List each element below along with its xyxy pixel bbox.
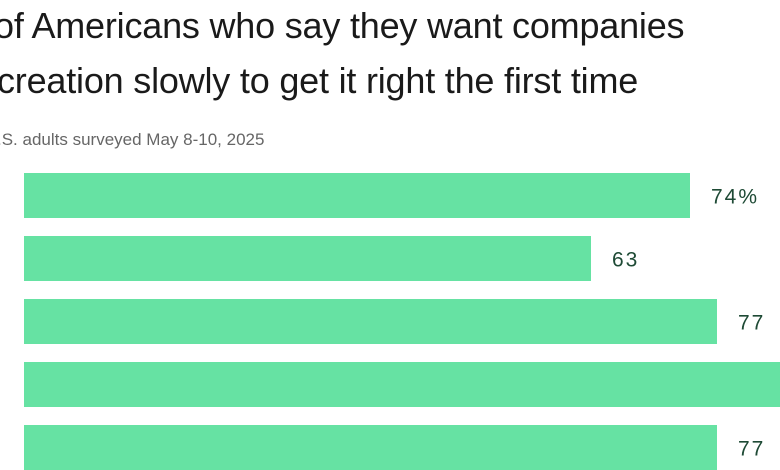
bar-1 xyxy=(24,173,690,218)
chart-subtitle: .S. adults surveyed May 8-10, 2025 xyxy=(0,130,265,149)
bar-2-value-label: 63 xyxy=(612,249,639,272)
chart-title-line-1: of Americans who say they want companies xyxy=(0,5,685,46)
bar-3-value-label: 77 xyxy=(738,312,765,335)
bar-5 xyxy=(24,425,717,470)
chart-title-line-2: creation slowly to get it right the firs… xyxy=(0,60,639,101)
bar-2 xyxy=(24,236,591,281)
bar-4 xyxy=(24,362,780,407)
bar-3 xyxy=(24,299,717,344)
bar-5-value-label: 77 xyxy=(738,438,765,461)
bar-1-value-label: 74% xyxy=(711,186,759,209)
